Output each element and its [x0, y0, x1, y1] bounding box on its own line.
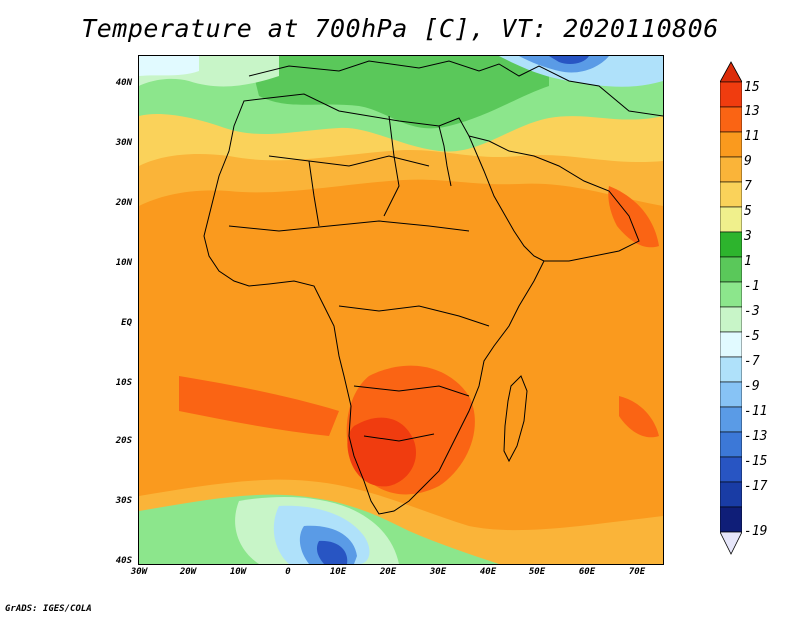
field-south-africa-hot	[347, 417, 417, 487]
colorbar-label: 1	[744, 254, 752, 269]
colorbar-segment	[720, 256, 742, 283]
colorbar-segment	[720, 156, 742, 183]
north-border-c	[383, 115, 400, 217]
colorbar-label: -15	[744, 454, 768, 469]
colorbar-label: 9	[744, 154, 752, 169]
colorbar-label: -19	[744, 524, 768, 539]
y-tick-label: 10N	[115, 258, 132, 268]
field-atlantic-warm-band	[179, 376, 339, 436]
colorbar-segment	[720, 81, 742, 108]
colorbar-label: 5	[744, 204, 752, 219]
colorbar-segment	[720, 131, 742, 158]
south-border-b	[363, 433, 435, 442]
colorbar-segment	[720, 181, 742, 208]
colorbar-bottom-arrow	[720, 531, 742, 555]
colorbar-label: -11	[744, 404, 768, 419]
colorbar-label: 11	[744, 129, 760, 144]
field-north-green	[249, 56, 549, 129]
x-tick-label: 0	[285, 567, 291, 577]
x-tick-label: 10W	[229, 567, 247, 577]
colorbar-label: -7	[744, 354, 760, 369]
coastlines	[203, 60, 663, 515]
x-tick-label: 70E	[628, 567, 646, 577]
x-tick-label: 10E	[329, 567, 347, 577]
southern-border	[353, 385, 470, 397]
map-panel	[138, 55, 664, 565]
colorbar-label: -13	[744, 429, 768, 444]
colorbar-label: 13	[744, 104, 760, 119]
colorbar-label: 3	[744, 229, 752, 244]
colorbar-label: -1	[744, 279, 760, 294]
colorbar-segment	[720, 431, 742, 458]
y-tick-label: EQ	[121, 318, 132, 328]
x-tick-label: 50E	[528, 567, 546, 577]
y-tick-label: 20N	[115, 198, 132, 208]
colorbar-label: -3	[744, 304, 760, 319]
chart-title: Temperature at 700hPa [C], VT: 202011080…	[81, 14, 719, 43]
y-tick-label: 40N	[115, 78, 132, 88]
colorbar-label: -9	[744, 379, 760, 394]
x-tick-label: 20E	[379, 567, 397, 577]
credit-text: GrADS: IGES/COLA	[5, 604, 92, 614]
x-tick-label: 20W	[179, 567, 197, 577]
y-tick-label: 30N	[115, 138, 132, 148]
sahara-border-a	[268, 155, 430, 167]
colorbar-segment	[720, 356, 742, 383]
field-ne-blue	[519, 56, 609, 73]
field-arabian-warm	[608, 186, 659, 248]
colorbar-label: -17	[744, 479, 768, 494]
madagascar-outline	[503, 375, 528, 463]
x-tick-label: 30E	[429, 567, 447, 577]
colorbar-top-arrow	[720, 61, 742, 83]
y-tick-label: 20S	[115, 436, 132, 446]
x-tick-label: 40E	[479, 567, 497, 577]
colorbar-segment	[720, 381, 742, 408]
west-border-d	[308, 160, 320, 227]
y-tick-label: 40S	[115, 556, 132, 566]
colorbar-segment	[720, 106, 742, 133]
x-tick-label: 30W	[130, 567, 148, 577]
colorbar-segment	[720, 306, 742, 333]
colorbar-segment	[720, 281, 742, 308]
europe-coast	[248, 60, 663, 117]
colorbar-label: 15	[744, 80, 760, 95]
field-south-deep-blue	[316, 540, 348, 564]
temperature-field-map	[139, 56, 663, 564]
field-indian-ocean-warm	[619, 396, 659, 438]
y-tick-label: 10S	[115, 378, 132, 388]
colorbar-segment	[720, 481, 742, 508]
central-border	[338, 305, 490, 327]
colorbar-segment	[720, 456, 742, 483]
nile-border	[438, 125, 452, 187]
x-tick-label: 60E	[578, 567, 596, 577]
colorbar-segment	[720, 506, 742, 533]
colorbar	[720, 61, 742, 555]
colorbar-segment	[720, 331, 742, 358]
field-nw-pale-blue	[139, 56, 199, 76]
y-tick-label: 30S	[115, 496, 132, 506]
colorbar-segment	[720, 206, 742, 233]
africa-outline	[203, 93, 545, 515]
sahel-border	[228, 220, 470, 232]
colorbar-label: -5	[744, 329, 760, 344]
colorbar-label: 7	[744, 179, 752, 194]
colorbar-segment	[720, 231, 742, 258]
colorbar-segment	[720, 406, 742, 433]
arabia-coast	[468, 135, 640, 262]
field-ne-deep-blue	[549, 56, 589, 64]
